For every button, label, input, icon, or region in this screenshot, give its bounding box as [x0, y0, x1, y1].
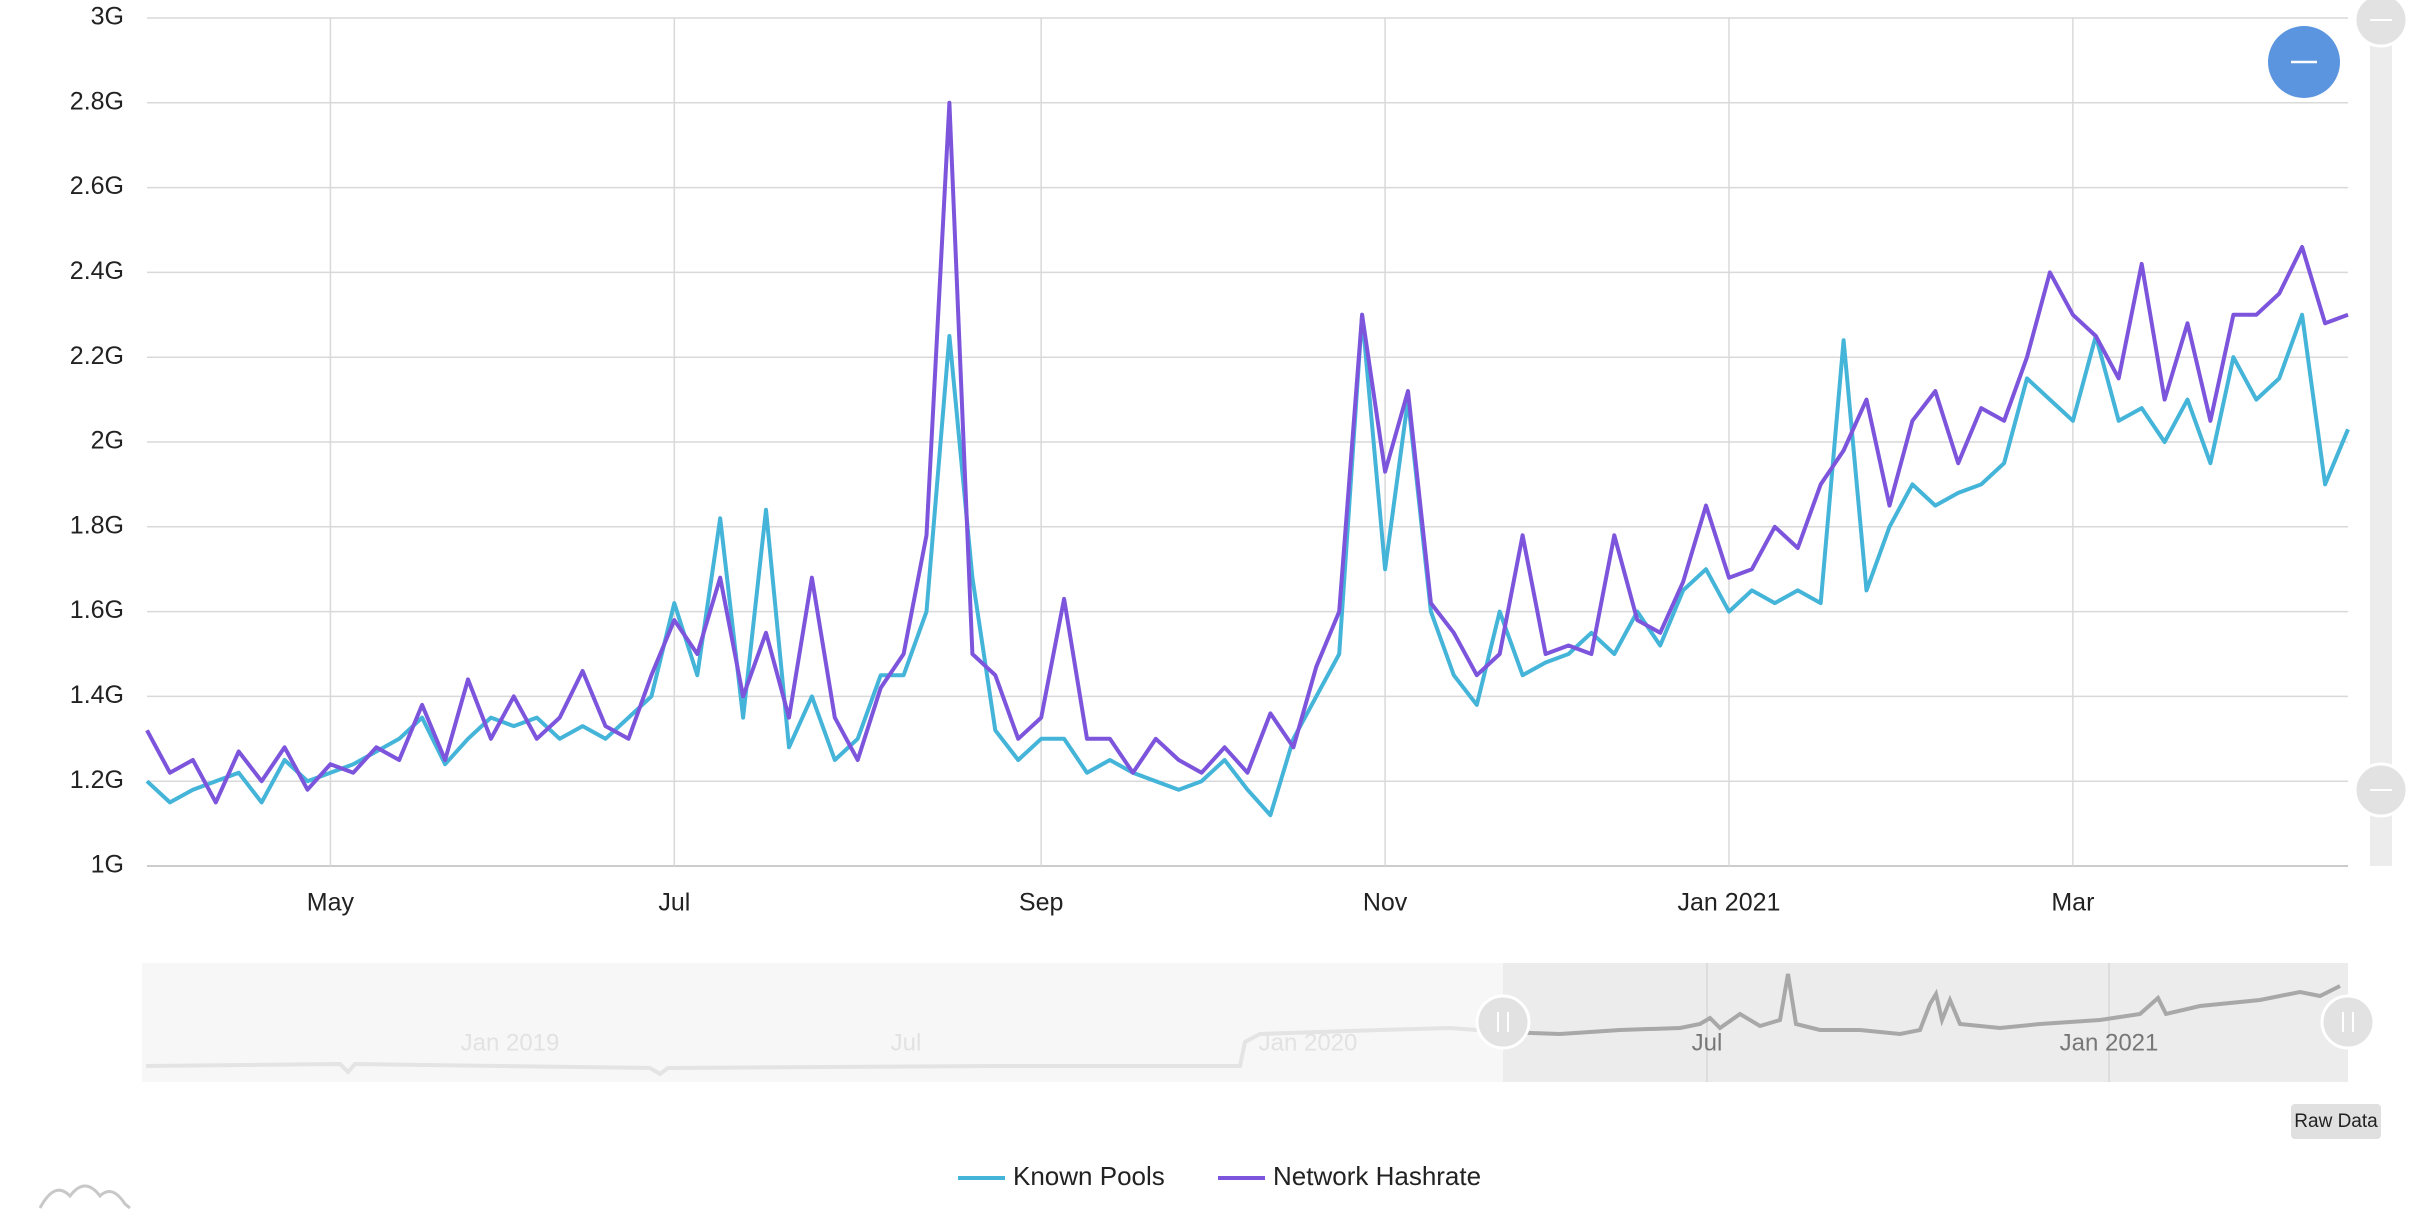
- y-tick-label: 3G: [91, 3, 124, 31]
- legend-label: Network Hashrate: [1273, 1161, 1481, 1191]
- y-tick-label: 2.8G: [70, 87, 124, 115]
- logo: [38, 1184, 131, 1210]
- navigator-label: Jul: [1692, 1029, 1723, 1056]
- y-tick-label: 1G: [91, 851, 124, 879]
- x-tick-label: Jan 2021: [1678, 889, 1781, 917]
- series-line: [145, 100, 2349, 805]
- series-line: [145, 312, 2350, 818]
- y-tick-label: 2.2G: [70, 342, 124, 370]
- y-tick-label: 2G: [91, 427, 124, 455]
- x-tick-label: Sep: [1019, 889, 1063, 917]
- y-tick-label: 1.2G: [70, 766, 124, 794]
- x-tick-label: Jul: [658, 889, 690, 917]
- y-tick-label: 2.6G: [70, 172, 124, 200]
- navigator-handle[interactable]: [1475, 994, 1531, 1050]
- x-tick-label: May: [307, 889, 355, 917]
- y-tick-label: 1.8G: [70, 511, 124, 539]
- navigator-line: [1502, 973, 2341, 1037]
- legend-label: Known Pools: [1013, 1161, 1165, 1191]
- y-scroll-handle[interactable]: [2353, 0, 2409, 48]
- plot-area: 1G 1.2G 1.4G 1.6G 1.8G 2G 2.2G 2.4G 2.6G 2.8G 3G Ma…: [70, 3, 2350, 917]
- navigator-label: Jan 2021: [2060, 1029, 2159, 1056]
- navigator-handle[interactable]: [2320, 994, 2376, 1050]
- raw-data-button[interactable]: [2291, 1104, 2381, 1139]
- x-tick-label: Mar: [2051, 889, 2094, 917]
- navigator-line: [145, 1025, 1504, 1077]
- y-scrollbar[interactable]: [2370, 0, 2392, 866]
- navigator-label: Jan 2019: [461, 1029, 560, 1056]
- x-tick-label: Nov: [1363, 889, 1408, 917]
- navigator-selection[interactable]: [1503, 963, 2348, 1082]
- raw-data-button-label[interactable]: Raw Data: [2294, 1111, 2378, 1132]
- y-tick-label: 1.4G: [70, 681, 124, 709]
- navigator-label: Jul: [891, 1029, 922, 1056]
- y-tick-label: 2.4G: [70, 257, 124, 285]
- y-tick-label: 1.6G: [70, 596, 124, 624]
